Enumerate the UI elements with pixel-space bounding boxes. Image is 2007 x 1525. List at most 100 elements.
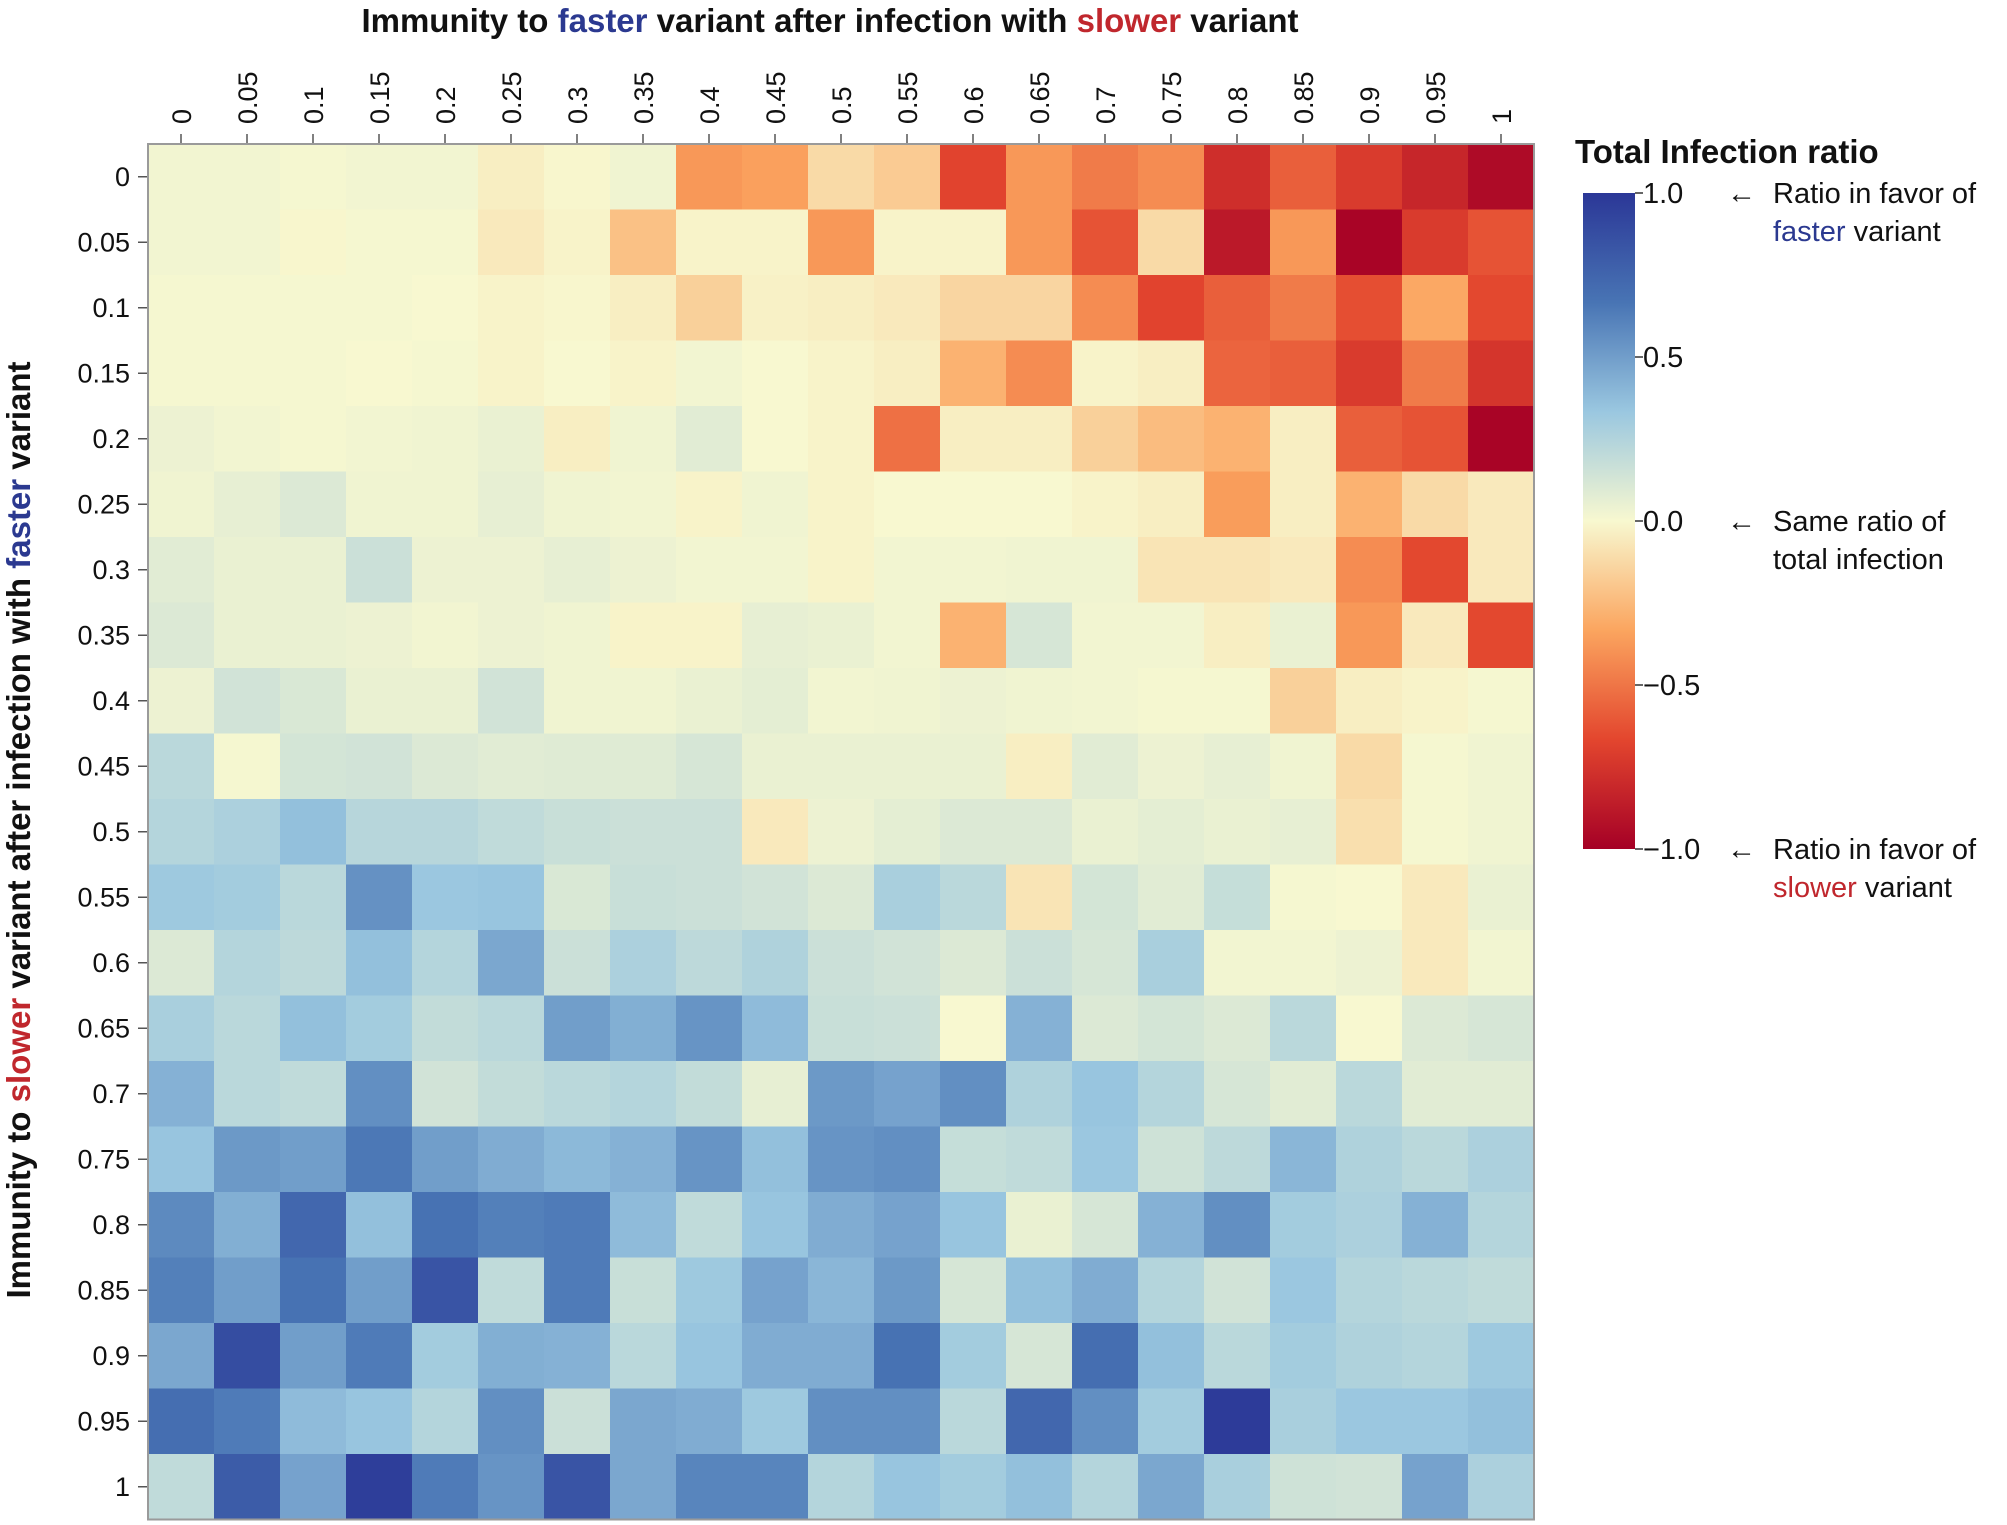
heatmap-cell-r10-c3: [346, 799, 413, 866]
heatmap-cell-r16-c9: [742, 1192, 809, 1259]
x-axis-ticks: 0 0.05 0.1 0.15 0.2 0.25 0.3 0.35 0.4 0.45 0.5 0.55…: [167, 71, 1517, 144]
heatmap-cell-r9-c15: [1138, 733, 1205, 800]
heatmap-cell-r20-c6: [544, 1454, 611, 1521]
heatmap-cell-r18-c5: [478, 1323, 545, 1390]
heatmap-cell-r11-c9: [742, 864, 809, 931]
heatmap-cell-r16-c13: [1006, 1192, 1073, 1259]
heatmap-cell-r10-c13: [1006, 799, 1073, 866]
heatmap-cell-r13-c2: [280, 995, 347, 1062]
heatmap-cell-r7-c15: [1138, 602, 1205, 669]
x-tick-label-5: 0.25: [497, 71, 527, 124]
heatmap-cell-r12-c5: [478, 930, 545, 997]
heatmap-cell-r3-c10: [808, 340, 875, 407]
heatmap-cell-r7-c2: [280, 602, 347, 669]
heatmap-cell-r12-c3: [346, 930, 413, 997]
heatmap-cell-r8-c13: [1006, 668, 1073, 735]
heatmap-cell-r0-c20: [1468, 144, 1535, 211]
y-tick-label-11: 0.55: [77, 882, 130, 912]
heatmap-cell-r7-c13: [1006, 602, 1073, 669]
heatmap-cell-r17-c0: [148, 1257, 215, 1324]
heatmap-cell-r2-c15: [1138, 275, 1205, 342]
heatmap-cell-r7-c3: [346, 602, 413, 669]
heatmap-cell-r11-c20: [1468, 864, 1535, 931]
heatmap-cell-r0-c14: [1072, 144, 1139, 211]
heatmap-cell-r17-c19: [1402, 1257, 1469, 1324]
heatmap-cell-r12-c7: [610, 930, 677, 997]
heatmap-cell-r18-c17: [1270, 1323, 1337, 1390]
heatmap-cell-r15-c3: [346, 1126, 413, 1193]
heatmap-cell-r3-c15: [1138, 340, 1205, 407]
heatmap-cell-r1-c3: [346, 209, 413, 276]
heatmap-cell-r14-c12: [940, 1061, 1007, 1128]
heatmap-cell-r13-c1: [214, 995, 281, 1062]
chart-title-part-3: slower: [1077, 2, 1182, 39]
heatmap-cell-r2-c9: [742, 275, 809, 342]
heatmap-cell-r13-c4: [412, 995, 479, 1062]
heatmap-cell-r18-c10: [808, 1323, 875, 1390]
heatmap-cell-r13-c9: [742, 995, 809, 1062]
heatmap-cell-r17-c11: [874, 1257, 941, 1324]
chart-title-part-0: Immunity to: [361, 2, 557, 39]
heatmap-cell-r6-c20: [1468, 537, 1535, 604]
heatmap-cell-r7-c11: [874, 602, 941, 669]
heatmap-cell-r18-c2: [280, 1323, 347, 1390]
heatmap-cell-r4-c7: [610, 406, 677, 473]
heatmap-cell-r9-c12: [940, 733, 1007, 800]
heatmap-cell-r18-c8: [676, 1323, 743, 1390]
heatmap-cell-r0-c3: [346, 144, 413, 211]
heatmap-cell-r17-c20: [1468, 1257, 1535, 1324]
heatmap-cell-r3-c0: [148, 340, 215, 407]
heatmap-cell-r9-c9: [742, 733, 809, 800]
heatmap-cell-r11-c18: [1336, 864, 1403, 931]
heatmap-cell-r4-c10: [808, 406, 875, 473]
heatmap-cell-r5-c18: [1336, 471, 1403, 538]
heatmap-cell-r17-c2: [280, 1257, 347, 1324]
x-tick-label-4: 0.2: [431, 86, 461, 124]
heatmap-cell-r14-c7: [610, 1061, 677, 1128]
heatmap-cell-r8-c11: [874, 668, 941, 735]
heatmap-cell-r15-c17: [1270, 1126, 1337, 1193]
heatmap-cell-r17-c13: [1006, 1257, 1073, 1324]
heatmap-cell-r10-c10: [808, 799, 875, 866]
heatmap-cell-r11-c11: [874, 864, 941, 931]
heatmap-cell-r13-c5: [478, 995, 545, 1062]
heatmap-cell-r1-c9: [742, 209, 809, 276]
heatmap-cell-r2-c2: [280, 275, 347, 342]
heatmap-cell-r18-c4: [412, 1323, 479, 1390]
y-tick-label-12: 0.6: [92, 948, 130, 978]
heatmap-cell-r15-c2: [280, 1126, 347, 1193]
heatmap-cell-r8-c14: [1072, 668, 1139, 735]
heatmap-cell-r13-c11: [874, 995, 941, 1062]
heatmap-cell-r3-c14: [1072, 340, 1139, 407]
y-tick-label-18: 0.9: [92, 1341, 130, 1371]
heatmap-cell-r3-c19: [1402, 340, 1469, 407]
heatmap-cell-r6-c16: [1204, 537, 1271, 604]
heatmap-cell-r13-c3: [346, 995, 413, 1062]
heatmap-cell-r0-c12: [940, 144, 1007, 211]
heatmap-cell-r4-c20: [1468, 406, 1535, 473]
heatmap-cell-r13-c14: [1072, 995, 1139, 1062]
heatmap-cell-r10-c17: [1270, 799, 1337, 866]
x-tick-label-13: 0.65: [1025, 71, 1055, 124]
y-tick-label-20: 1: [115, 1472, 130, 1502]
heatmap-cell-r12-c12: [940, 930, 1007, 997]
heatmap-cell-r0-c15: [1138, 144, 1205, 211]
heatmap-cell-r13-c17: [1270, 995, 1337, 1062]
x-tick-label-18: 0.9: [1355, 86, 1385, 124]
heatmap-cell-r19-c17: [1270, 1388, 1337, 1455]
heatmap-cell-r5-c12: [940, 471, 1007, 538]
heatmap-cell-r0-c17: [1270, 144, 1337, 211]
heatmap-cell-r14-c5: [478, 1061, 545, 1128]
heatmap-cell-r18-c15: [1138, 1323, 1205, 1390]
y-tick-label-17: 0.85: [77, 1275, 130, 1305]
heatmap-cell-r20-c3: [346, 1454, 413, 1521]
heatmap-cell-r7-c1: [214, 602, 281, 669]
heatmap-cell-r6-c18: [1336, 537, 1403, 604]
heatmap-cell-r10-c7: [610, 799, 677, 866]
heatmap-cell-r8-c7: [610, 668, 677, 735]
heatmap-cell-r11-c10: [808, 864, 875, 931]
heatmap-cell-r6-c14: [1072, 537, 1139, 604]
heatmap-cell-r6-c6: [544, 537, 611, 604]
heatmap-cell-r19-c3: [346, 1388, 413, 1455]
heatmap-cell-r6-c8: [676, 537, 743, 604]
